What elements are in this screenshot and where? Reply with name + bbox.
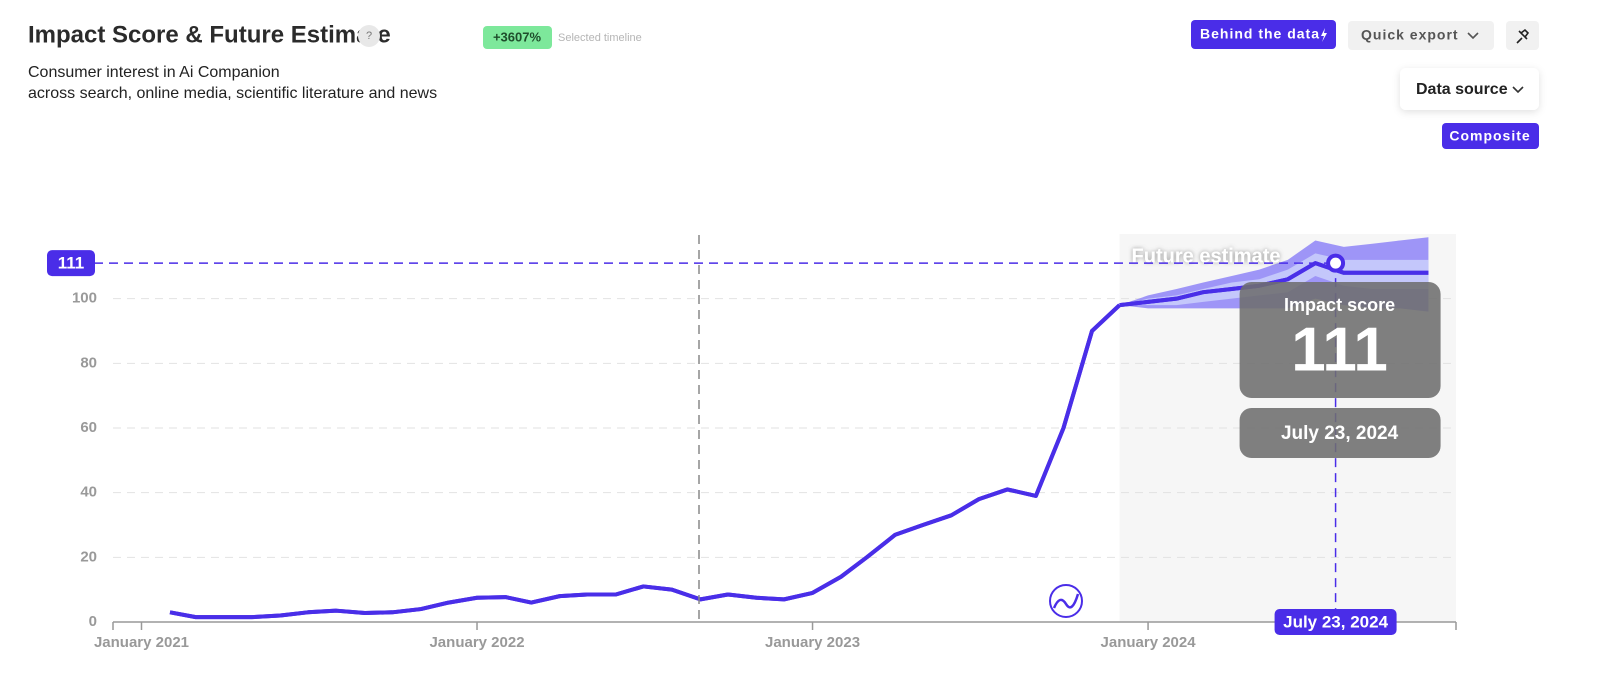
help-icon[interactable] (358, 25, 380, 47)
composite-button[interactable] (1442, 123, 1539, 149)
impact-line (169, 303, 1121, 620)
x-tick-label: January 2022 (429, 634, 524, 651)
chevron[interactable] (1467, 32, 1479, 40)
help-text[interactable]: ? (366, 30, 372, 42)
value-pill (47, 250, 95, 277)
x-tick-label: January 2023 (765, 634, 860, 651)
title: Impact Score & Future Estimate (28, 21, 391, 48)
composite-button-text[interactable]: Composite (1449, 128, 1530, 144)
y-tick-label: 100 (72, 290, 97, 307)
value-pill-text: 111 (58, 254, 85, 273)
change-badge-text: +3607% (493, 29, 542, 44)
badge-note: Selected timeline (558, 32, 642, 44)
bolt-icon[interactable] (1321, 28, 1327, 42)
y-tick-label: 0 (89, 613, 97, 630)
plot: 0 20 40 60 80 100 January 2021 January 2022 Janu… (47, 234, 1457, 651)
y-tick-label: 40 (80, 484, 97, 501)
x-tick-label: January 2024 (1101, 634, 1197, 651)
export-button[interactable] (1348, 21, 1494, 50)
change-badge (483, 26, 552, 49)
x-tick-label: January 2021 (94, 634, 189, 651)
annotation: Future estimate (1132, 245, 1281, 267)
behind-button[interactable] (1191, 20, 1336, 49)
subtitle: across search, online media, scientific … (28, 85, 437, 102)
y-tick-label: 60 (80, 419, 97, 436)
tooltip-date-box (1239, 408, 1441, 458)
behind-button-text[interactable]: Behind the data (1200, 26, 1320, 42)
date-pill-text: July 23, 2024 (1283, 612, 1388, 631)
tooltip-value: 111 (1291, 315, 1388, 384)
tooltip-box (1239, 282, 1441, 398)
source-dropdown[interactable] (1400, 68, 1539, 110)
selected-point (1326, 253, 1346, 273)
tooltip-label: Impact score (1284, 295, 1395, 315)
logo (1049, 584, 1083, 618)
subtitle: Consumer interest in Ai Companion (28, 64, 280, 81)
chevron[interactable] (1512, 86, 1524, 94)
y-tick-label: 20 (80, 548, 97, 565)
export-button-text[interactable]: Quick export (1361, 27, 1459, 43)
y-tick-label: 80 (80, 354, 97, 371)
date-pill (1274, 609, 1397, 635)
source-dropdown-text[interactable]: Data source (1416, 81, 1508, 98)
pin-icon[interactable] (1516, 28, 1530, 44)
tooltip-date: July 23, 2024 (1281, 423, 1399, 444)
